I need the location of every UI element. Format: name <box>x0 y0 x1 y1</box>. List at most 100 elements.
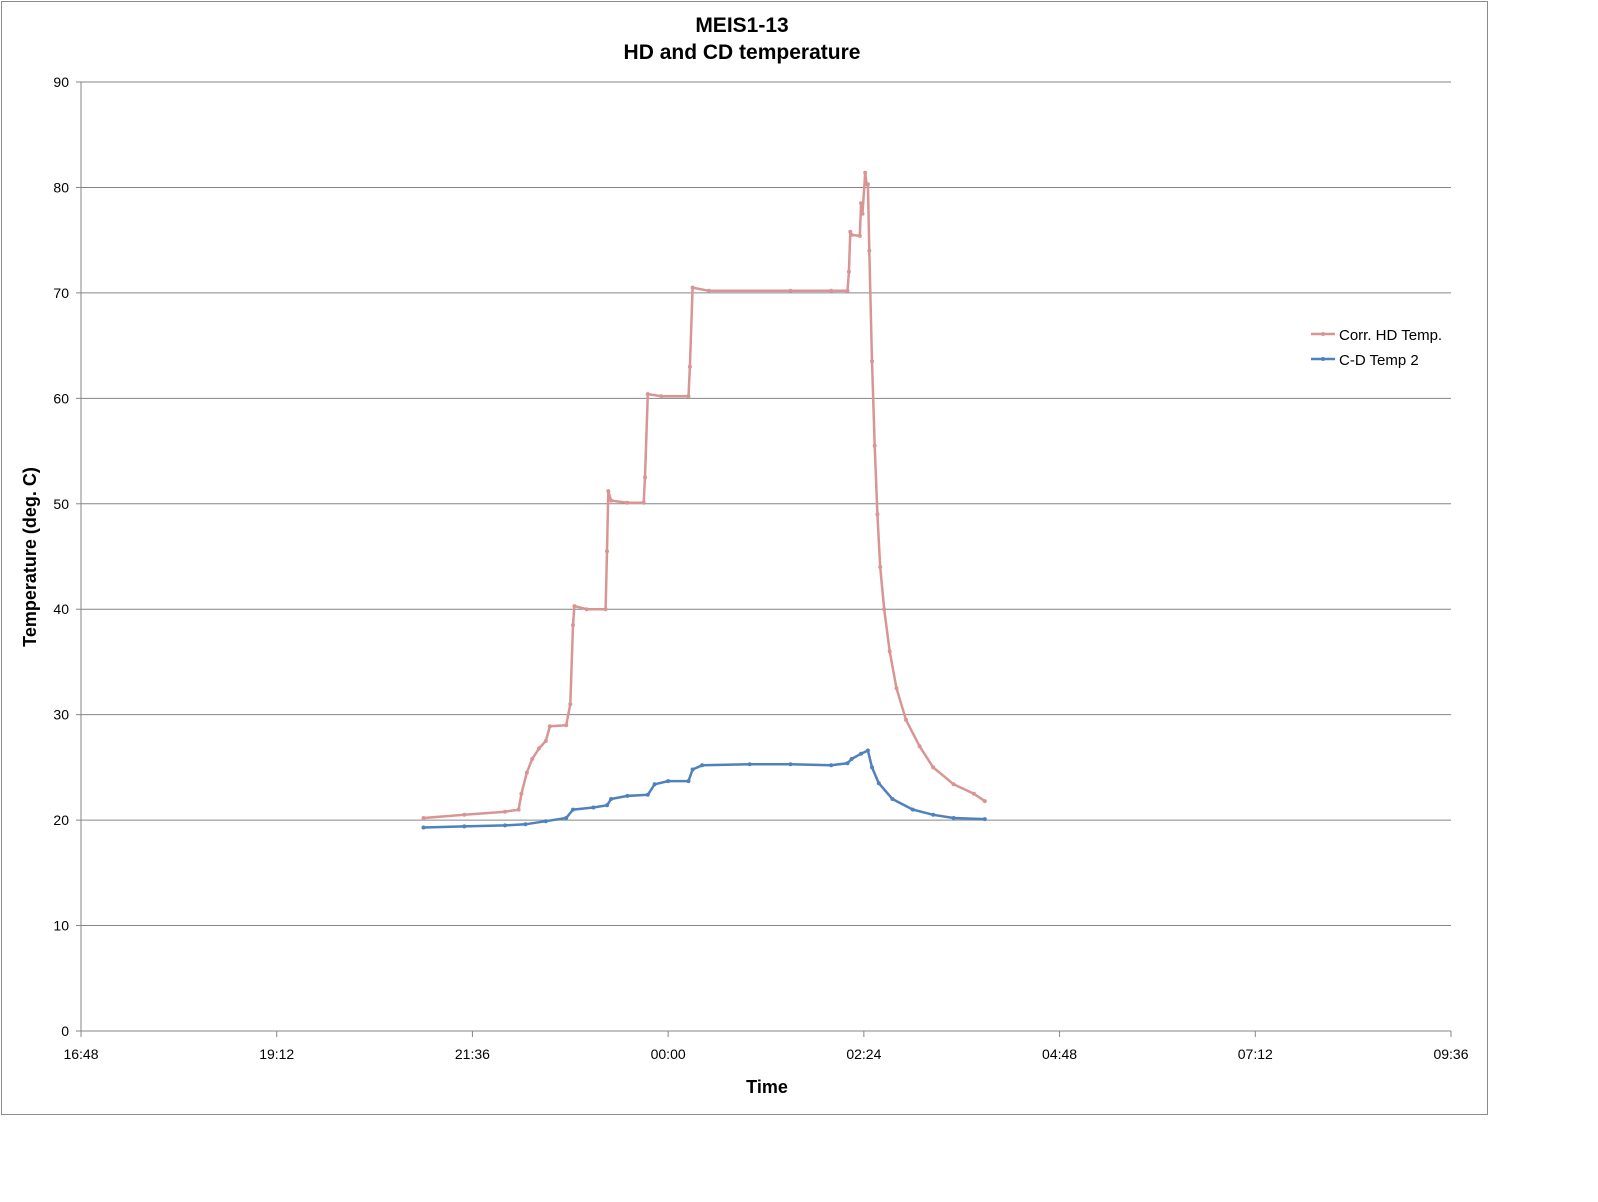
data-point-corr-hd-temp <box>872 443 877 448</box>
y-tick-label: 10 <box>53 918 69 934</box>
data-point-corr-hd-temp <box>643 475 647 480</box>
x-tick-label: 02:24 <box>846 1046 881 1062</box>
data-point-corr-hd-temp <box>605 549 609 554</box>
data-point-corr-hd-temp <box>865 182 870 187</box>
y-tick-label: 20 <box>53 812 69 828</box>
data-point-corr-hd-temp <box>860 211 865 216</box>
data-point-corr-hd-temp <box>951 782 956 787</box>
data-point-corr-hd-temp <box>571 623 575 627</box>
data-point-c-d-temp-2 <box>859 751 864 756</box>
data-point-c-d-temp-2 <box>951 816 956 820</box>
data-point-c-d-temp-2 <box>686 779 691 784</box>
data-point-c-d-temp-2 <box>849 757 854 761</box>
y-tick-label: 50 <box>53 496 69 512</box>
data-point-corr-hd-temp <box>572 604 577 609</box>
series-line-c-d-temp-2 <box>423 749 985 829</box>
data-point-corr-hd-temp <box>867 248 872 253</box>
data-point-c-d-temp-2 <box>910 807 915 812</box>
y-tick-label: 30 <box>53 707 69 723</box>
x-tick-label: 00:00 <box>651 1046 686 1062</box>
data-point-corr-hd-temp <box>859 201 864 206</box>
y-axis-title: Temperature (deg. C) <box>20 467 40 647</box>
series-c-d-temp-2 <box>421 748 987 830</box>
data-point-c-d-temp-2 <box>421 825 426 830</box>
y-tick-label: 90 <box>53 74 69 90</box>
data-point-c-d-temp-2 <box>982 817 987 822</box>
data-point-c-d-temp-2 <box>652 782 657 787</box>
data-point-corr-hd-temp <box>564 723 569 728</box>
data-point-c-d-temp-2 <box>700 763 705 768</box>
data-point-corr-hd-temp <box>882 607 887 612</box>
data-point-corr-hd-temp <box>543 739 548 743</box>
data-point-corr-hd-temp <box>645 392 650 397</box>
x-tick-label: 09:36 <box>1433 1046 1468 1062</box>
data-point-corr-hd-temp <box>503 809 507 814</box>
data-point-corr-hd-temp <box>845 288 850 293</box>
x-tick-label: 16:48 <box>63 1046 98 1062</box>
x-tick-label: 21:36 <box>455 1046 490 1062</box>
data-point-c-d-temp-2 <box>503 823 507 828</box>
data-point-corr-hd-temp <box>863 170 868 175</box>
x-axis-title: Time <box>746 1077 788 1097</box>
data-point-c-d-temp-2 <box>462 824 467 829</box>
data-point-corr-hd-temp <box>894 686 899 691</box>
data-point-corr-hd-temp <box>690 285 695 290</box>
data-point-c-d-temp-2 <box>571 807 575 812</box>
y-tick-label: 80 <box>53 179 69 195</box>
data-point-corr-hd-temp <box>606 489 611 494</box>
chart-title-line-2: HD and CD temperature <box>624 41 861 64</box>
legend-label-c-d-temp-2: C-D Temp 2 <box>1339 352 1419 369</box>
data-point-c-d-temp-2 <box>543 819 548 824</box>
data-point-c-d-temp-2 <box>690 767 695 772</box>
data-point-corr-hd-temp <box>609 498 614 503</box>
data-point-corr-hd-temp <box>887 649 892 654</box>
data-point-corr-hd-temp <box>530 757 535 761</box>
legend: Corr. HD Temp. C-D Temp 2 <box>1311 327 1442 369</box>
data-point-corr-hd-temp <box>788 288 793 293</box>
data-point-corr-hd-temp <box>904 717 908 722</box>
chart-frame <box>1 1 1488 1115</box>
chart-title-line-1: MEIS1-13 <box>695 14 788 37</box>
data-point-corr-hd-temp <box>846 269 851 274</box>
data-point-corr-hd-temp <box>829 288 834 293</box>
data-point-c-d-temp-2 <box>845 761 850 766</box>
data-point-corr-hd-temp <box>982 799 987 804</box>
data-point-c-d-temp-2 <box>829 763 834 768</box>
series-lines <box>421 170 987 830</box>
x-tick-label: 19:12 <box>259 1046 294 1062</box>
data-point-corr-hd-temp <box>462 812 467 817</box>
data-point-c-d-temp-2 <box>890 797 895 801</box>
data-point-corr-hd-temp <box>686 394 691 399</box>
data-point-corr-hd-temp <box>931 765 936 770</box>
data-point-corr-hd-temp <box>849 232 854 237</box>
series-line-corr-hd-temp <box>423 171 986 820</box>
data-point-c-d-temp-2 <box>564 816 569 820</box>
data-point-c-d-temp-2 <box>523 822 528 827</box>
data-point-corr-hd-temp <box>706 288 711 293</box>
data-point-corr-hd-temp <box>971 791 976 796</box>
y-tick-label: 60 <box>53 390 69 406</box>
y-tick-label: 70 <box>53 285 69 301</box>
axes <box>80 82 1452 1037</box>
y-tick-label: 0 <box>61 1023 69 1039</box>
data-point-corr-hd-temp <box>516 807 521 812</box>
gridlines <box>76 81 1451 1032</box>
data-point-corr-hd-temp <box>870 359 874 364</box>
legend-label-corr-hd-temp: Corr. HD Temp. <box>1339 327 1442 344</box>
y-tick-label: 40 <box>53 601 69 617</box>
y-tick-labels: 0 10 20 30 40 50 60 70 80 90 <box>53 74 69 1039</box>
data-point-corr-hd-temp <box>659 394 664 399</box>
data-point-c-d-temp-2 <box>931 812 936 817</box>
data-point-c-d-temp-2 <box>591 805 596 810</box>
data-point-corr-hd-temp <box>547 724 552 729</box>
legend-marker-corr-hd-temp <box>1321 332 1325 336</box>
data-point-c-d-temp-2 <box>788 762 793 767</box>
x-tick-label: 07:12 <box>1238 1046 1273 1062</box>
data-point-c-d-temp-2 <box>865 748 870 753</box>
data-point-c-d-temp-2 <box>605 803 609 808</box>
data-point-corr-hd-temp <box>878 565 883 569</box>
data-point-c-d-temp-2 <box>870 765 874 770</box>
data-point-c-d-temp-2 <box>876 781 881 786</box>
data-point-corr-hd-temp <box>568 702 573 707</box>
